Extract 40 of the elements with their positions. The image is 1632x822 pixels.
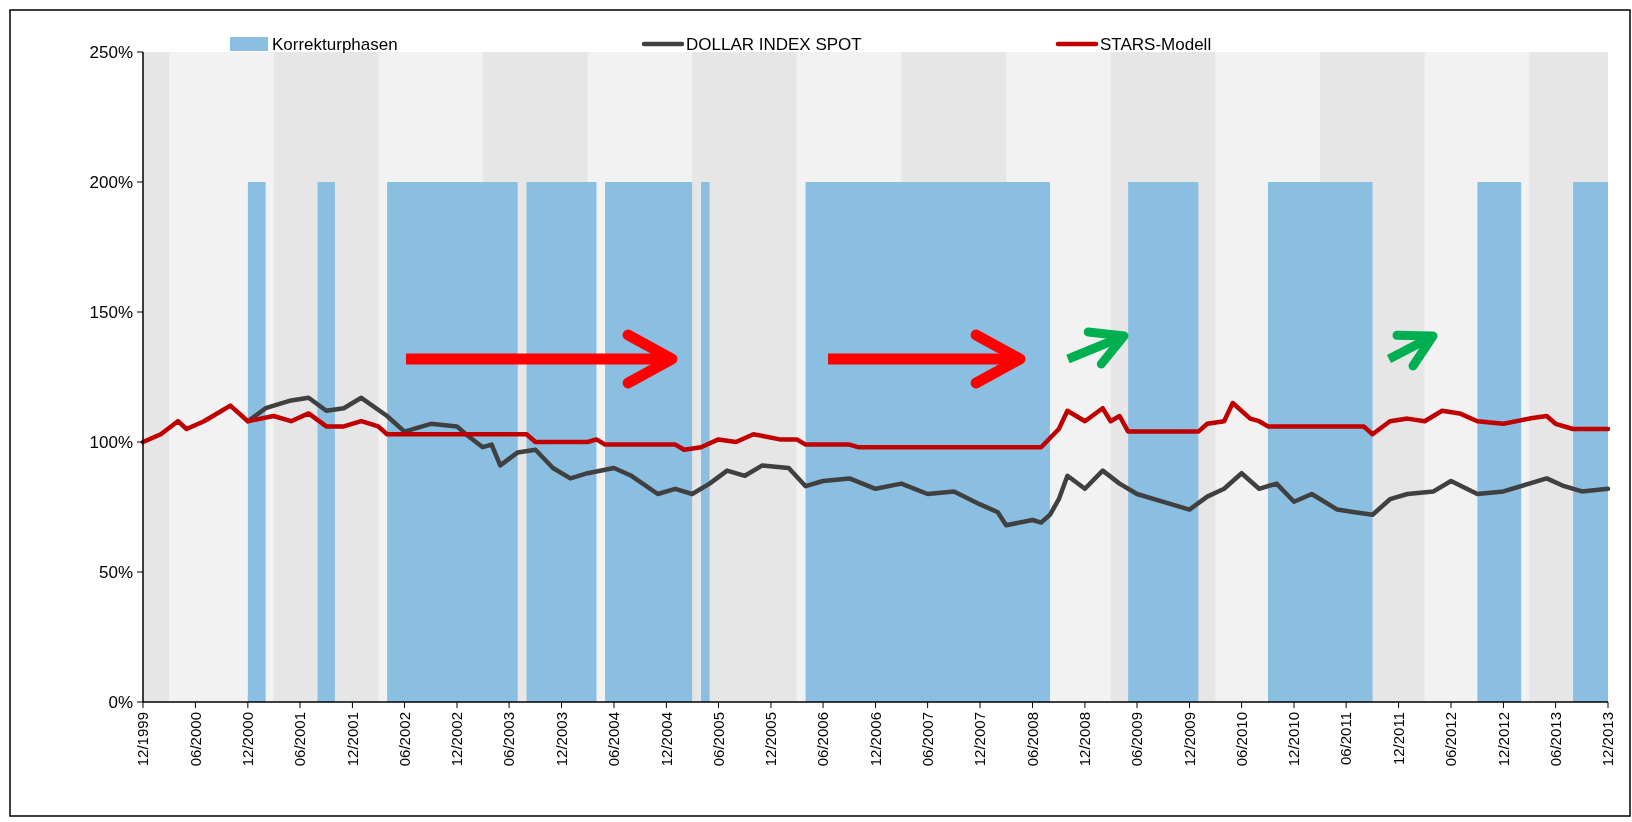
x-tick-label: 12/2011 xyxy=(1389,712,1407,766)
y-tick-label: 150% xyxy=(89,302,133,322)
x-tick-label: 06/2012 xyxy=(1442,712,1460,767)
x-tick-label: 06/2009 xyxy=(1128,712,1146,767)
legend-label: Korrekturphasen xyxy=(272,34,398,54)
x-tick-label: 12/2001 xyxy=(343,712,361,767)
x-tick-label: 06/2003 xyxy=(500,712,518,767)
x-tick-label: 12/2010 xyxy=(1285,712,1303,767)
x-tick-label: 06/2002 xyxy=(395,712,413,767)
x-tick-label: 12/2008 xyxy=(1076,712,1094,767)
x-tick-label: 12/2006 xyxy=(866,712,884,767)
x-tick-label: 06/2008 xyxy=(1023,712,1041,767)
x-tick-label: 06/2013 xyxy=(1546,712,1564,767)
x-tick-label: 12/2005 xyxy=(762,712,780,767)
x-tick-label: 06/2010 xyxy=(1232,712,1250,767)
x-tick-label: 12/1999 xyxy=(134,712,152,767)
legend-label: DOLLAR INDEX SPOT xyxy=(686,34,862,54)
x-tick-label: 06/2004 xyxy=(605,712,623,767)
x-tick-label: 06/2000 xyxy=(186,712,204,767)
x-tick-label: 12/2003 xyxy=(552,712,570,767)
x-tick-label: 06/2001 xyxy=(291,712,309,767)
x-tick-label: 06/2011 xyxy=(1337,712,1355,766)
x-tick-label: 06/2007 xyxy=(918,712,936,767)
x-tick-label: 12/2012 xyxy=(1494,712,1512,767)
x-tick-label: 12/2007 xyxy=(971,712,989,767)
y-tick-label: 200% xyxy=(89,172,133,192)
x-tick-label: 12/2009 xyxy=(1180,712,1198,767)
legend-label: STARS-Modell xyxy=(1100,34,1212,54)
x-tick-label: 12/2004 xyxy=(657,712,675,767)
x-tick-label: 12/2000 xyxy=(239,712,257,767)
x-tick-label: 12/2013 xyxy=(1599,712,1617,767)
y-tick-label: 50% xyxy=(98,562,133,582)
line-series xyxy=(140,400,1611,453)
x-tick-label: 06/2006 xyxy=(814,712,832,767)
x-tick-label: 12/2002 xyxy=(448,712,466,767)
x-tick-label: 06/2005 xyxy=(709,712,727,767)
y-tick-label: 250% xyxy=(89,42,133,62)
y-tick-label: 0% xyxy=(108,692,133,712)
y-tick-label: 100% xyxy=(89,432,133,452)
line-series xyxy=(245,395,1611,528)
